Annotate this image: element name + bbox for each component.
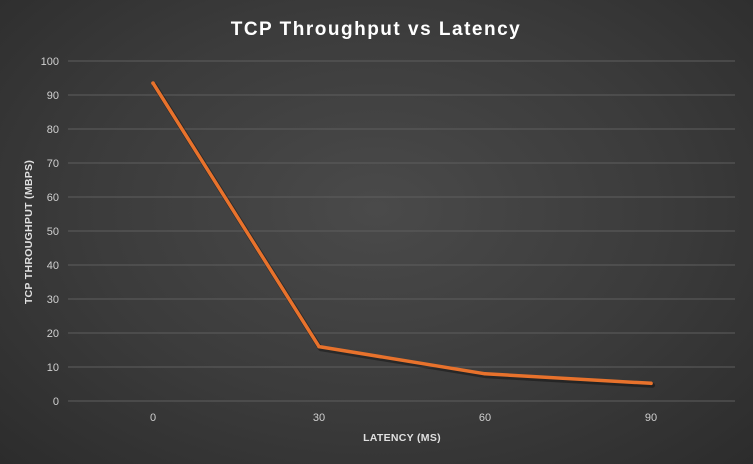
- y-tick-label: 50: [47, 226, 59, 238]
- y-tick-label: 30: [47, 294, 59, 306]
- y-tick-label: 90: [47, 90, 59, 102]
- gridlines: [68, 60, 735, 402]
- y-tick-label: 20: [47, 328, 59, 340]
- series-line-shadow: [152, 82, 655, 388]
- y-tick-label: 80: [47, 124, 59, 136]
- y-tick-label: 10: [47, 362, 59, 374]
- data-point: [649, 381, 653, 386]
- y-tick-label: 0: [53, 396, 59, 408]
- series-line: [151, 81, 653, 386]
- x-tick-label: 0: [150, 412, 156, 424]
- x-tick-label: 90: [645, 412, 657, 424]
- y-tick-label: 60: [47, 192, 59, 204]
- y-tick-label: 70: [47, 158, 59, 170]
- data-point: [483, 372, 487, 376]
- y-axis-ticks: 0 10 20 30 40 50 60 70 80 90 100: [41, 56, 59, 408]
- series-layer: [151, 81, 655, 388]
- chart-title: TCP Throughput vs Latency: [231, 19, 522, 40]
- x-axis-ticks: 0 30 60 90: [150, 412, 657, 424]
- y-axis-label: TCP THROUGHPUT (MBPS): [23, 160, 35, 304]
- y-tick-label: 40: [47, 260, 59, 272]
- x-axis-label: LATENCY (MS): [363, 432, 441, 444]
- x-tick-label: 30: [313, 412, 325, 424]
- data-point: [317, 344, 321, 349]
- y-tick-label: 100: [41, 56, 59, 68]
- x-tick-label: 60: [479, 412, 491, 424]
- data-point: [151, 81, 155, 85]
